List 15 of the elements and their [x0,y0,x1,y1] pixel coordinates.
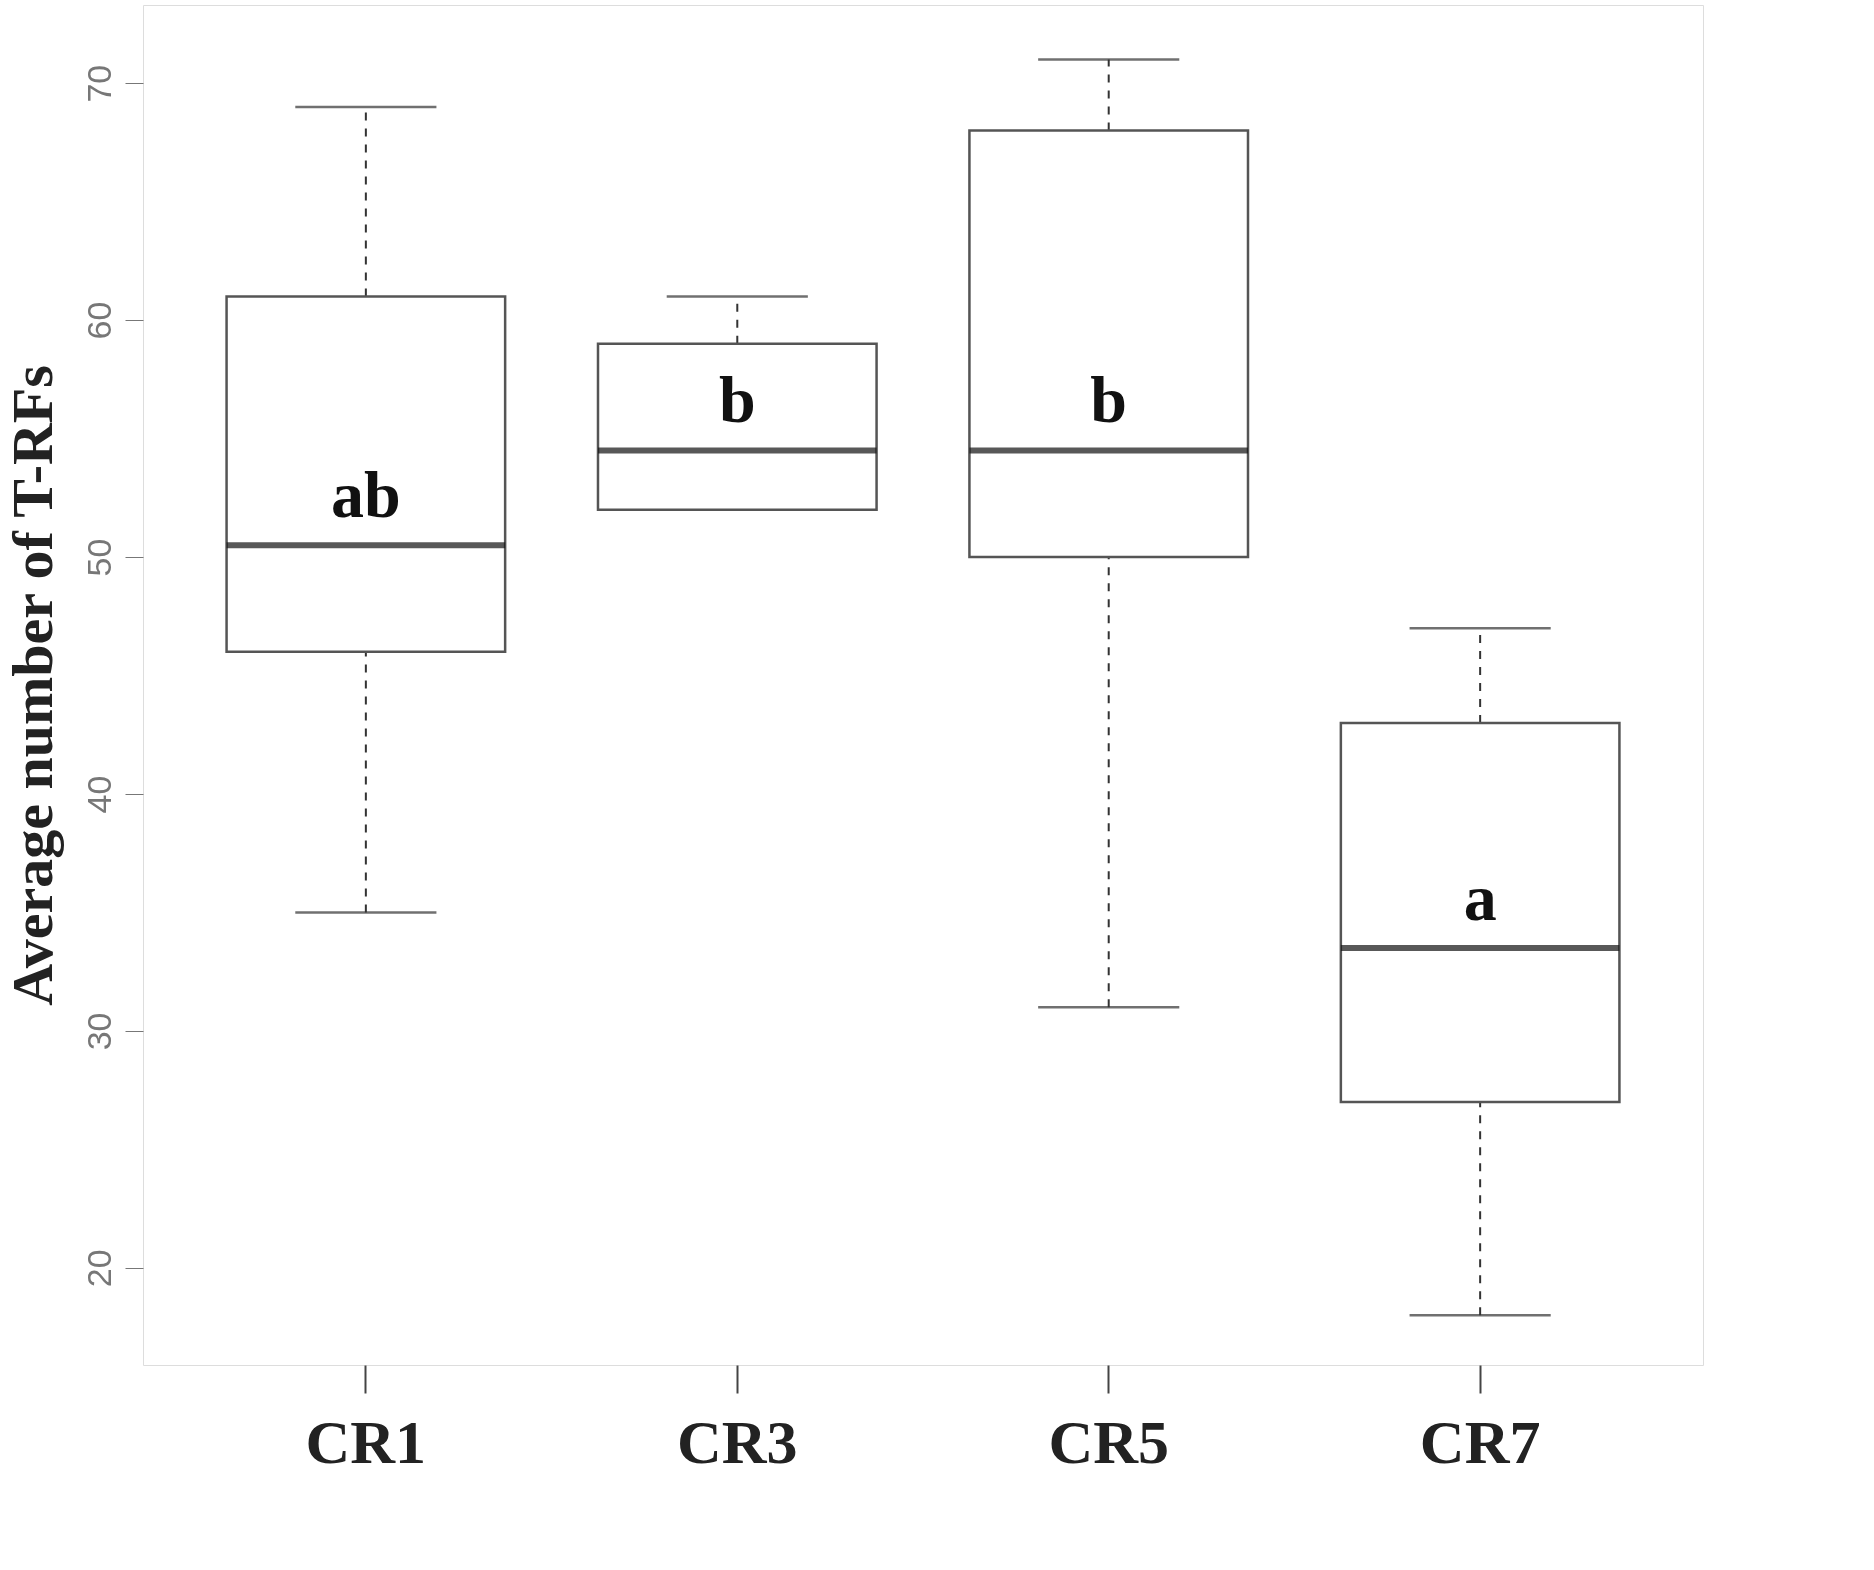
annotation: a [1463,861,1497,934]
y-tick-label: 60 [79,301,118,340]
annotation: ab [331,458,401,532]
y-tick-label: 30 [79,1012,118,1051]
y-tick-label: 70 [79,64,118,103]
y-tick-label: 40 [79,775,118,814]
x-tick-label: CR5 [1048,1407,1169,1476]
y-axis-title: Average number of T-RFs [0,365,65,1006]
x-tick-label: CR1 [305,1407,427,1476]
x-tick-label: CR3 [677,1407,798,1476]
y-tick-label: 50 [79,538,118,577]
annotation: b [1090,363,1128,437]
y-tick-label: 20 [79,1249,118,1288]
x-tick-label: CR7 [1419,1407,1541,1476]
annotation: b [718,363,756,437]
